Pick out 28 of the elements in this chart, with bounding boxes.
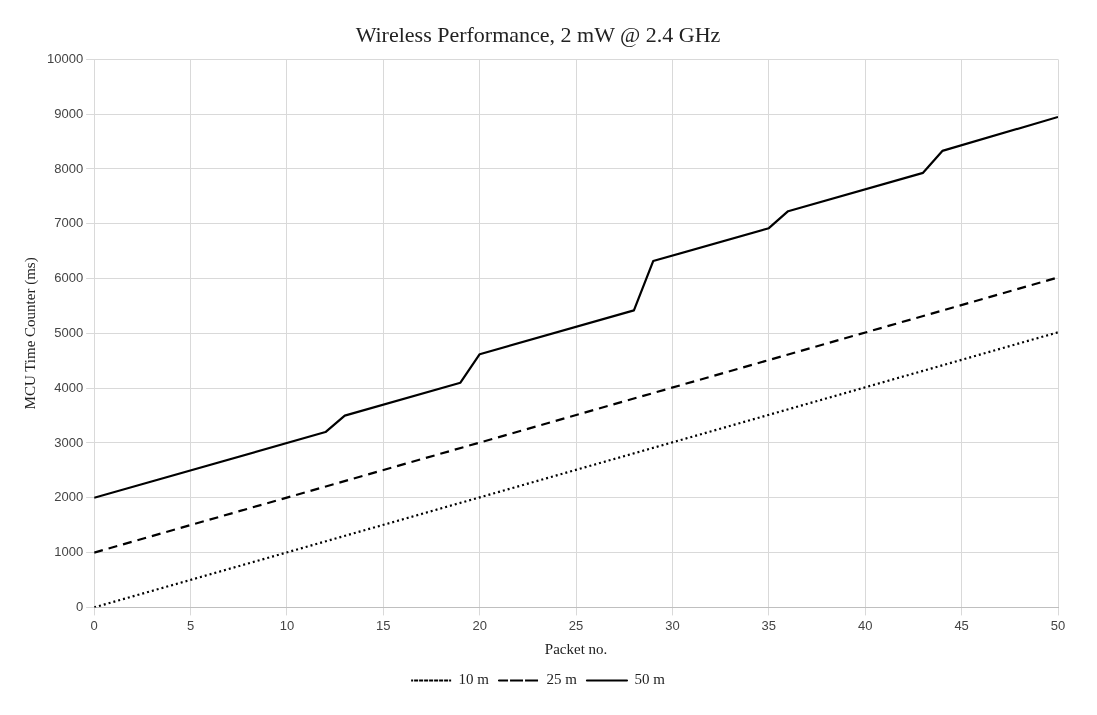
y-tick-label: 10000 [46,50,84,66]
legend-label: 50 m [634,671,666,688]
x-tick-label: 40 [858,617,873,633]
x-tick-label: 35 [761,617,777,633]
y-tick-label: 4000 [54,379,84,395]
legend-label: 25 m [546,671,578,688]
y-tick-label: 0 [75,598,84,614]
y-tick-label: 7000 [54,215,84,231]
x-tick-label: 50 [1050,617,1066,633]
y-axis-title: MCU Time Counter (ms) [21,257,39,410]
y-tick-label: 9000 [54,105,84,121]
x-axis-title: Packet no. [544,640,608,657]
y-tick-label: 1000 [54,544,84,560]
y-tick-label: 8000 [54,160,84,176]
y-tick-label: 5000 [54,324,84,340]
legend-label: 10 m [458,671,490,688]
x-tick-label: 10 [279,617,295,633]
y-tick-label: 6000 [54,270,84,286]
x-tick-label: 5 [186,617,195,633]
y-tick-label: 3000 [54,434,84,450]
x-tick-label: 45 [954,617,969,633]
chart-title: Wireless Performance, 2 mW @ 2.4 GHz [355,21,721,47]
x-tick-label: 0 [90,617,98,633]
x-tick-label: 30 [665,617,680,633]
y-tick-label: 2000 [54,489,84,505]
x-tick-label: 25 [568,617,584,633]
x-tick-label: 15 [376,617,391,633]
x-tick-label: 20 [472,617,487,633]
